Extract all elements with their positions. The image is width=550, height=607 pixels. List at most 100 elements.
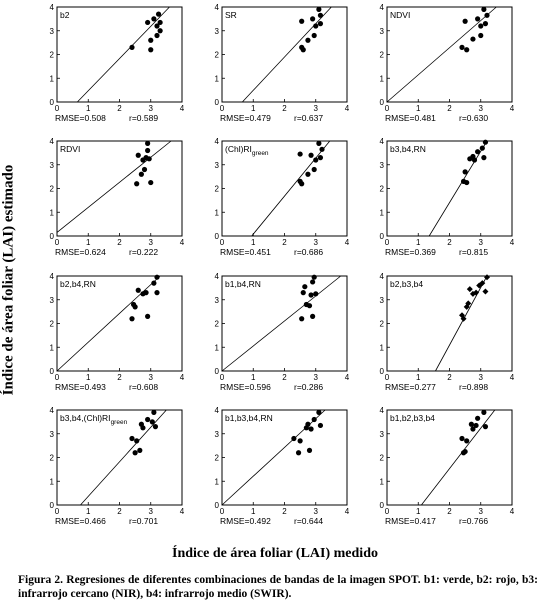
data-point <box>306 303 313 309</box>
data-point <box>311 166 317 173</box>
y-tick-label: 0 <box>380 98 385 107</box>
data-point <box>316 409 322 415</box>
x-tick-label: 3 <box>149 104 154 113</box>
x-tick-label: 0 <box>385 507 390 516</box>
data-point <box>157 28 163 34</box>
y-tick-label: 2 <box>50 320 55 329</box>
data-point <box>137 447 143 453</box>
y-tick-label: 1 <box>50 74 55 83</box>
x-tick-label: 2 <box>447 104 452 113</box>
x-tick-label: 2 <box>117 238 122 247</box>
fit-line <box>221 275 341 372</box>
y-tick-label: 1 <box>380 477 385 486</box>
x-tick-label: 4 <box>345 507 350 516</box>
panel-title-subscript: green <box>252 150 269 157</box>
x-tick-label: 4 <box>510 104 515 113</box>
x-tick-label: 2 <box>282 373 287 382</box>
y-tick-label: 2 <box>215 51 220 60</box>
panel-title: b2,b3,b4 <box>390 279 423 289</box>
x-tick-label: 1 <box>86 507 91 516</box>
y-tick-label: 3 <box>215 430 220 439</box>
x-tick-label: 2 <box>282 104 287 113</box>
x-tick-label: 1 <box>416 238 421 247</box>
panel-title-main: NDVI <box>390 10 410 20</box>
fit-line <box>77 6 170 103</box>
data-point <box>479 280 486 287</box>
y-tick-label: 0 <box>215 501 220 510</box>
data-point <box>145 416 151 423</box>
y-tick-label: 2 <box>215 320 220 329</box>
x-tick-label: 2 <box>117 373 122 382</box>
rmse-label: RMSE=0.417 <box>385 516 436 526</box>
panel-title-main: b1,b2,b3,b4 <box>390 413 435 423</box>
data-point <box>300 47 306 53</box>
data-point <box>464 438 470 444</box>
y-tick-label: 0 <box>215 232 220 241</box>
data-point <box>310 16 316 22</box>
data-point <box>135 287 141 293</box>
y-tick-label: 4 <box>380 406 385 415</box>
plot-frame <box>221 140 348 237</box>
data-point <box>145 313 151 319</box>
x-tick-label: 1 <box>86 238 91 247</box>
data-point <box>297 151 303 157</box>
data-point <box>305 171 311 177</box>
x-tick-label: 1 <box>251 104 256 113</box>
data-point <box>317 155 324 161</box>
x-tick-label: 2 <box>282 238 287 247</box>
data-point <box>306 447 313 453</box>
y-tick-label: 3 <box>380 296 385 305</box>
y-tick-label: 3 <box>50 430 55 439</box>
data-point <box>470 426 476 432</box>
panel-1: 00 1 1 2 2 3 3 4 4 b2 RMSE=0.508 r=0.589 <box>50 3 185 123</box>
y-tick-label: 0 <box>380 232 385 241</box>
r-label: r=0.701 <box>129 516 158 526</box>
y-tick-label: 0 <box>215 98 220 107</box>
y-tick-label: 1 <box>50 477 55 486</box>
data-point <box>143 290 149 296</box>
x-tick-label: 1 <box>251 373 256 382</box>
y-tick-label: 4 <box>50 137 55 146</box>
x-tick-label: 4 <box>180 373 185 382</box>
x-tick-label: 1 <box>251 507 256 516</box>
panel-title-main: RDVI <box>60 144 80 154</box>
x-tick-label: 2 <box>447 238 452 247</box>
plot-frame <box>221 409 348 506</box>
data-point <box>311 32 317 39</box>
data-point <box>481 409 487 415</box>
x-tick-label: 0 <box>220 238 225 247</box>
rmse-label: RMSE=0.493 <box>55 382 106 392</box>
panel-title-main: (Chl)RI <box>225 144 252 154</box>
plot-frame <box>56 6 183 103</box>
x-tick-label: 2 <box>447 373 452 382</box>
rmse-label: RMSE=0.479 <box>220 113 271 123</box>
data-point <box>151 280 157 286</box>
data-point <box>316 140 322 146</box>
y-tick-label: 0 <box>215 367 220 376</box>
data-point <box>464 47 470 53</box>
data-point <box>141 166 148 173</box>
data-point <box>148 37 154 43</box>
data-point <box>299 18 305 24</box>
x-tick-label: 4 <box>180 507 185 516</box>
y-tick-label: 4 <box>215 272 220 281</box>
panel-title-main: b3,b4,RN <box>390 144 426 154</box>
rmse-label: RMSE=0.451 <box>220 247 271 257</box>
data-point <box>462 18 468 24</box>
data-point <box>459 44 465 50</box>
r-label: r=0.644 <box>294 516 323 526</box>
caption-text: Regresiones de diferentes combinaciones … <box>18 574 538 600</box>
data-point <box>129 316 135 322</box>
y-tick-label: 4 <box>50 272 55 281</box>
y-tick-label: 2 <box>380 320 385 329</box>
data-point <box>475 415 481 421</box>
y-tick-label: 4 <box>50 3 55 12</box>
fit-line <box>56 275 161 372</box>
y-tick-label: 4 <box>215 137 220 146</box>
panel-title-main: b1,b3,b4,RN <box>225 413 273 423</box>
y-tick-label: 3 <box>215 161 220 170</box>
rmse-label: RMSE=0.481 <box>385 113 436 123</box>
plot-frame <box>386 140 513 237</box>
x-tick-label: 4 <box>180 104 185 113</box>
